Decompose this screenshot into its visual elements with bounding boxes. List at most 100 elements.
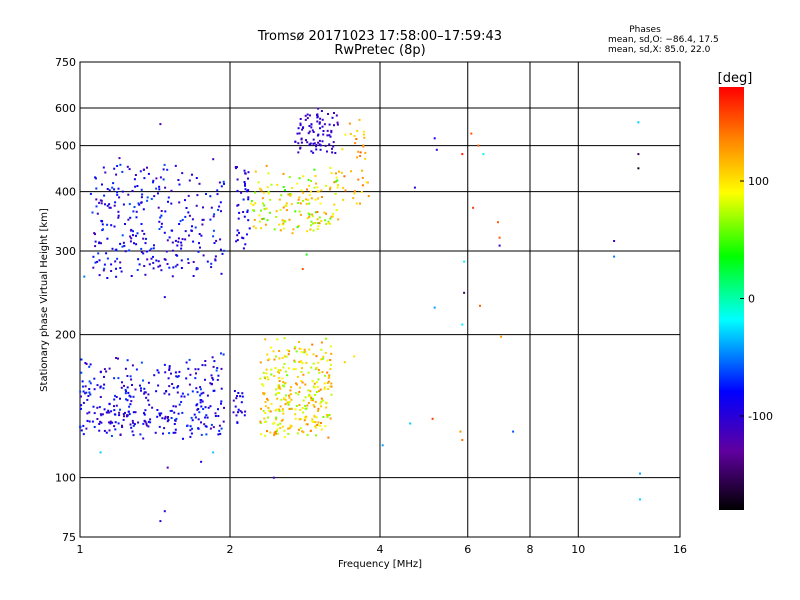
data-point <box>170 417 173 419</box>
data-point <box>262 191 265 194</box>
data-point <box>308 215 311 218</box>
data-point <box>128 203 131 206</box>
data-point <box>305 353 308 356</box>
data-point <box>204 406 207 409</box>
data-point <box>361 184 364 187</box>
data-point <box>279 427 282 430</box>
data-point <box>275 432 278 435</box>
data-point <box>115 267 117 270</box>
data-point <box>124 392 127 395</box>
data-point <box>115 248 118 251</box>
data-point <box>235 167 237 170</box>
data-point <box>223 249 226 252</box>
data-point <box>148 263 151 266</box>
data-point <box>213 389 216 392</box>
data-point <box>147 172 150 175</box>
stats-line-x: mean, sd,X: 85.0, 22.0 <box>608 45 711 55</box>
data-point <box>266 399 269 402</box>
data-point <box>336 121 339 124</box>
x-tick-label: 1 <box>77 543 84 556</box>
data-point <box>310 197 313 200</box>
data-point <box>82 385 84 388</box>
data-point <box>131 189 134 192</box>
data-point <box>235 414 238 417</box>
data-point <box>258 214 261 217</box>
data-points <box>79 107 641 523</box>
data-point <box>202 254 205 257</box>
data-point <box>106 237 109 240</box>
data-point <box>264 405 267 408</box>
data-point <box>159 216 162 219</box>
data-point <box>79 390 82 393</box>
data-point <box>305 415 308 418</box>
data-point <box>171 241 174 244</box>
data-point <box>265 207 268 210</box>
data-point <box>264 338 267 341</box>
data-point <box>162 168 165 171</box>
data-point <box>355 202 358 205</box>
data-point <box>322 130 325 132</box>
data-point <box>311 215 314 218</box>
data-point <box>133 242 135 245</box>
data-point <box>144 391 147 394</box>
data-point <box>99 199 102 202</box>
data-point <box>196 194 199 197</box>
data-point <box>196 403 199 406</box>
data-point <box>310 224 312 227</box>
data-point <box>152 181 154 184</box>
data-point <box>179 220 182 223</box>
data-point <box>114 428 117 431</box>
data-point <box>321 140 324 143</box>
data-point <box>113 398 116 401</box>
data-point <box>283 337 286 340</box>
data-point <box>213 242 216 244</box>
data-point <box>176 244 179 247</box>
data-point <box>206 394 209 397</box>
data-point <box>315 381 318 384</box>
data-point <box>204 416 207 419</box>
data-point <box>192 240 195 243</box>
data-point <box>244 184 246 187</box>
data-point <box>217 374 220 377</box>
y-tick-label: 600 <box>55 102 76 115</box>
data-point <box>266 353 269 356</box>
data-point <box>273 375 276 377</box>
data-point <box>357 178 360 181</box>
data-point <box>301 268 304 270</box>
data-point <box>317 107 320 110</box>
data-point <box>142 379 144 382</box>
data-point <box>289 389 292 392</box>
data-point <box>98 242 101 245</box>
data-point <box>295 382 297 385</box>
data-point <box>349 132 352 135</box>
data-point <box>130 237 133 240</box>
data-point <box>135 243 138 246</box>
data-point <box>125 390 127 393</box>
data-point <box>101 183 103 186</box>
data-point <box>160 222 163 225</box>
data-point <box>177 412 180 415</box>
data-point <box>364 157 367 160</box>
data-point <box>265 368 268 371</box>
data-point <box>281 425 284 428</box>
data-point <box>194 368 197 371</box>
data-point <box>308 143 311 146</box>
data-point <box>158 228 161 230</box>
data-point <box>301 407 304 409</box>
data-point <box>219 432 222 435</box>
data-point <box>364 151 367 154</box>
data-point <box>320 189 323 192</box>
data-point <box>113 377 116 380</box>
data-point <box>362 133 365 136</box>
data-point <box>114 421 117 424</box>
data-point <box>269 211 271 214</box>
data-point <box>310 150 313 153</box>
data-point <box>284 189 286 192</box>
data-point <box>220 427 223 430</box>
data-point <box>114 394 116 397</box>
data-point <box>128 249 131 252</box>
data-point <box>119 397 121 400</box>
data-point <box>98 423 101 425</box>
data-point <box>270 346 272 349</box>
data-point <box>178 183 181 186</box>
